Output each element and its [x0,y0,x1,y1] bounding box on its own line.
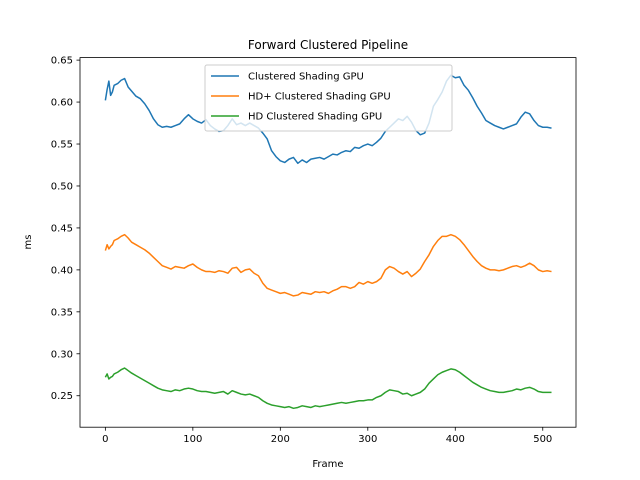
y-tick-label: 0.25 [51,391,73,402]
series-line-1 [104,74,552,165]
x-tick-label: 300 [358,434,377,445]
series-line-2 [104,233,552,297]
y-tick-label: 0.60 [51,98,73,109]
series-layer [104,74,552,410]
x-tick-label: 400 [446,434,465,445]
y-tick-label: 0.40 [51,265,73,276]
x-tick-label: 200 [271,434,290,445]
y-tick-label: 0.65 [51,56,73,67]
y-tick-label: 0.55 [51,140,73,151]
legend-label-1: Clustered Shading GPU [248,72,364,83]
series-line-3 [104,367,552,410]
y-tick-label: 0.45 [51,223,73,234]
y-axis-ticks: 0.25 0.30 0.35 0.40 0.45 0.50 0.55 0.60 0.65 [51,56,80,402]
chart-title: Forward Clustered Pipeline [248,38,408,52]
x-tick-label: 0 [102,434,108,445]
y-tick-label: 0.30 [51,349,73,360]
x-tick-label: 100 [183,434,202,445]
x-axis-ticks: 0 100 200 300 400 500 [102,427,552,445]
x-axis-label: Frame [312,459,343,470]
plot-frame [79,57,577,428]
legend-box [204,64,453,132]
y-axis-label: ms [23,235,34,250]
legend-label-2: HD+ Clustered Shading GPU [248,92,391,103]
legend-label-3: HD Clustered Shading GPU [248,112,382,123]
x-tick-label: 500 [533,434,552,445]
y-tick-label: 0.35 [51,307,73,318]
y-tick-label: 0.50 [51,181,73,192]
legend: Clustered Shading GPU HD+ Clustered Shadi… [204,64,453,132]
